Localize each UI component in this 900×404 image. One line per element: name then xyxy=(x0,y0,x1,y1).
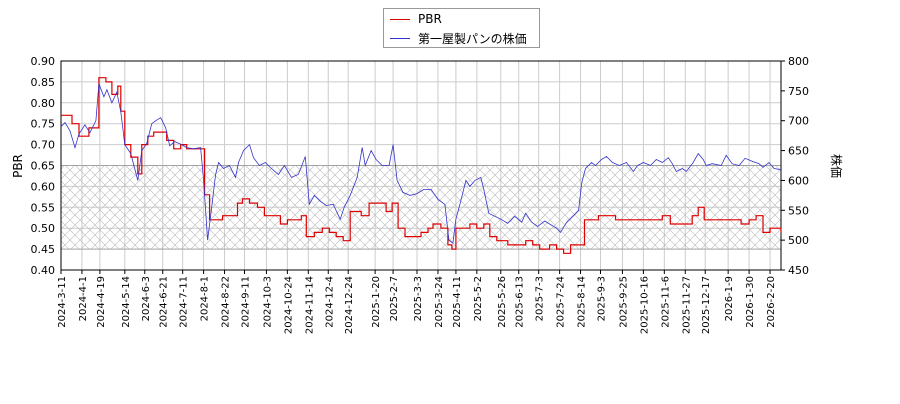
y-tick-label-left: 0.50 xyxy=(31,222,56,235)
x-tick-label: 2025-7-24 xyxy=(556,276,567,328)
y-tick-label-left: 0.85 xyxy=(31,76,56,89)
x-tick-label: 2024-4-1 xyxy=(78,276,89,321)
x-tick-label: 2024-9-11 xyxy=(240,276,251,328)
x-tick-label: 2025-3-24 xyxy=(434,276,445,328)
x-tick-label: 2025-2-7 xyxy=(389,276,400,321)
y-axis-label-right: 株価 xyxy=(829,154,844,178)
x-tick-label: 2025-9-25 xyxy=(618,276,629,328)
x-tick-label: 2024-10-3 xyxy=(262,276,273,328)
x-tick-label: 2025-7-3 xyxy=(535,276,546,321)
y-tick-label-right: 650 xyxy=(788,145,809,158)
x-tick-label: 2024-7-11 xyxy=(179,276,190,328)
x-tick-label: 2024-10-24 xyxy=(283,276,294,334)
x-tick-label: 2025-6-13 xyxy=(515,276,526,328)
x-tick-label: 2025-8-14 xyxy=(577,276,588,328)
x-tick-label: 2024-12-4 xyxy=(324,276,335,328)
plot-frame xyxy=(60,60,782,271)
legend-entry-pbr: PBR xyxy=(390,10,442,28)
x-tick-label: 2025-4-11 xyxy=(452,276,463,328)
x-tick-label: 2025-5-26 xyxy=(497,276,508,328)
x-tick-label: 2026-2-20 xyxy=(766,276,777,328)
y-tick-label-left: 0.45 xyxy=(31,243,56,256)
x-tick-label: 2025-3-3 xyxy=(413,276,424,321)
series-line-pbr xyxy=(61,77,782,254)
legend-entry-stock-price: 第一屋製パンの株価 xyxy=(390,29,527,47)
legend-label-pbr: PBR xyxy=(418,12,442,26)
legend: PBR 第一屋製パンの株価 xyxy=(383,8,540,48)
x-tick-label: 2024-12-24 xyxy=(344,276,355,334)
y-axis-label-left: PBR xyxy=(11,154,25,178)
x-tick-label: 2025-10-16 xyxy=(639,276,650,334)
x-tick-label: 2024-4-19 xyxy=(96,276,107,328)
x-tick-label: 2024-5-14 xyxy=(121,276,132,328)
y-tick-label-right: 600 xyxy=(788,174,809,187)
y-tick-label-right: 700 xyxy=(788,115,809,128)
x-tick-label: 2025-11-6 xyxy=(660,276,671,328)
y-tick-label-left: 0.60 xyxy=(31,180,56,193)
y-tick-label-right: 550 xyxy=(788,204,809,217)
y-tick-label-left: 0.75 xyxy=(31,118,56,131)
x-tick-label: 2024-8-1 xyxy=(200,276,211,321)
x-tick-label: 2025-9-3 xyxy=(597,276,608,321)
y-tick-label-left: 0.55 xyxy=(31,201,56,214)
y-tick-label-left: 0.40 xyxy=(31,264,56,277)
series-lines xyxy=(60,77,782,254)
x-tick-label: 2026-1-30 xyxy=(745,276,756,328)
x-tick-label: 2024-3-11 xyxy=(57,276,68,328)
legend-swatch-pbr xyxy=(390,18,410,20)
series-line-stock-price xyxy=(60,83,782,244)
legend-swatch-stock-price xyxy=(390,37,410,39)
y-tick-label-right: 500 xyxy=(788,234,809,247)
y-tick-label-right: 450 xyxy=(788,264,809,277)
y-tick-label-left: 0.70 xyxy=(31,139,56,152)
legend-label-stock-price: 第一屋製パンの株価 xyxy=(418,31,527,46)
x-tick-label: 2025-12-17 xyxy=(701,276,712,334)
x-tick-label: 2026-1-9 xyxy=(724,276,735,321)
y-tick-label-left: 0.65 xyxy=(31,160,56,173)
x-tick-label: 2025-5-2 xyxy=(473,276,484,321)
y-tick-label-right: 800 xyxy=(788,55,809,68)
axes: 0.40 0.45 0.50 0.55 0.60 0.65 0.70 0.75 0.80 0.85… xyxy=(31,55,810,334)
y-tick-label-left: 0.80 xyxy=(31,97,56,110)
x-tick-label: 2024-8-22 xyxy=(221,276,232,328)
x-tick-label: 2025-11-27 xyxy=(681,276,692,334)
y-tick-label-right: 750 xyxy=(788,85,809,98)
x-tick-label: 2024-6-21 xyxy=(159,276,170,328)
x-tick-label: 2024-6-3 xyxy=(141,276,152,321)
y-tick-label-left: 0.90 xyxy=(31,55,56,68)
x-tick-label: 2024-11-14 xyxy=(304,276,315,334)
x-tick-label: 2025-1-20 xyxy=(371,276,382,328)
